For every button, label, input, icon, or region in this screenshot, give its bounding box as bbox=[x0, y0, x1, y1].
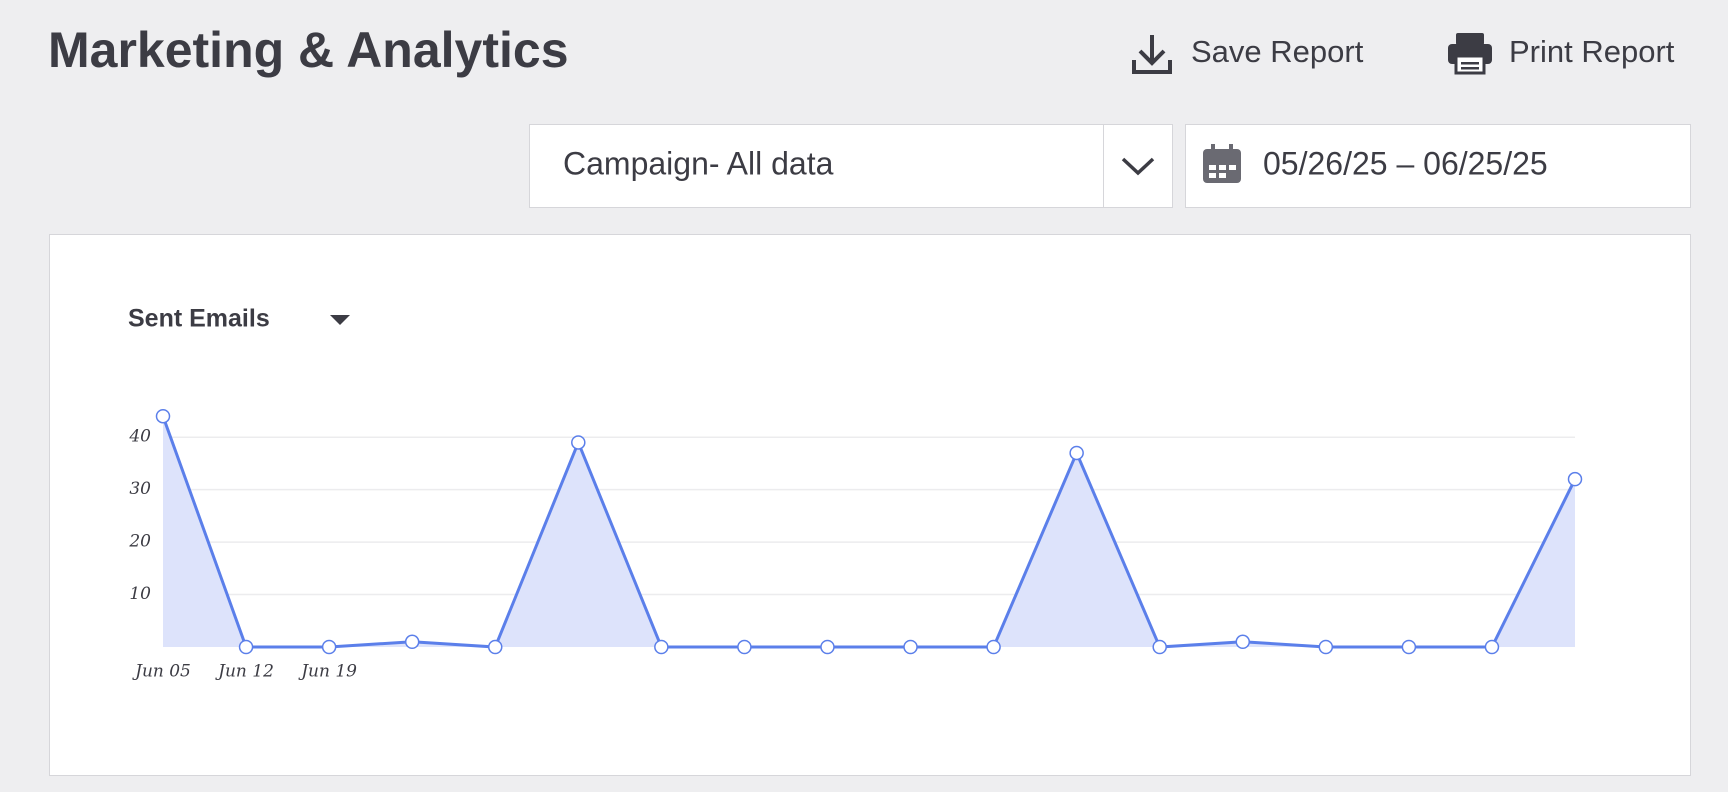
button-label: Print Report bbox=[1509, 34, 1675, 69]
x-tick-label: Jun 12 bbox=[215, 662, 274, 682]
point bbox=[238, 639, 254, 655]
print-report-button[interactable]: Print Report bbox=[1448, 33, 1675, 75]
calendar-icon bbox=[1203, 144, 1241, 183]
point bbox=[654, 639, 669, 655]
y-tick-label: 10 bbox=[129, 584, 151, 604]
point bbox=[1318, 639, 1334, 655]
metric-select[interactable]: Sent Emails bbox=[128, 305, 350, 333]
point bbox=[487, 639, 503, 655]
save-report-button[interactable]: Save Report bbox=[1132, 34, 1364, 74]
x-tick-label: Jun 19 bbox=[298, 662, 357, 682]
select-value: Campaign- All data bbox=[563, 145, 834, 181]
plot: 10 20 30 40 Jun 05 Jun 12 Jun 19 bbox=[128, 408, 1583, 682]
point bbox=[1567, 471, 1583, 487]
campaign-select[interactable]: Campaign- All data bbox=[529, 124, 1173, 208]
point bbox=[1401, 639, 1417, 655]
page-title: Marketing & Analytics bbox=[48, 22, 569, 78]
point bbox=[1152, 639, 1167, 655]
point bbox=[737, 639, 752, 655]
x-tick-label: Jun 05 bbox=[132, 662, 191, 682]
point bbox=[1484, 639, 1500, 655]
download-icon bbox=[1132, 35, 1172, 74]
chevron-icon bbox=[1121, 157, 1155, 176]
point bbox=[986, 639, 1001, 655]
point bbox=[404, 634, 420, 650]
line bbox=[161, 415, 1577, 649]
y-tick-label: 30 bbox=[129, 479, 151, 499]
button-label: Save Report bbox=[1191, 34, 1364, 69]
point bbox=[903, 639, 918, 655]
point bbox=[571, 435, 586, 450]
point bbox=[1235, 634, 1251, 650]
date-picker[interactable]: 05/26/25 – 06/25/25 bbox=[1185, 124, 1691, 208]
point bbox=[820, 639, 835, 655]
point bbox=[155, 408, 171, 424]
y-tick-label: 40 bbox=[128, 427, 151, 447]
select-box bbox=[529, 124, 1173, 208]
point bbox=[321, 639, 337, 655]
chart-card bbox=[49, 234, 1691, 776]
chart-title: Sent Emails bbox=[128, 305, 270, 333]
date-box bbox=[1185, 124, 1691, 208]
point bbox=[1069, 445, 1084, 461]
dropdown-arrow bbox=[330, 315, 350, 325]
y-tick-label: 20 bbox=[128, 532, 151, 552]
date-range: 05/26/25 – 06/25/25 bbox=[1263, 145, 1548, 181]
printer-icon bbox=[1448, 33, 1492, 75]
